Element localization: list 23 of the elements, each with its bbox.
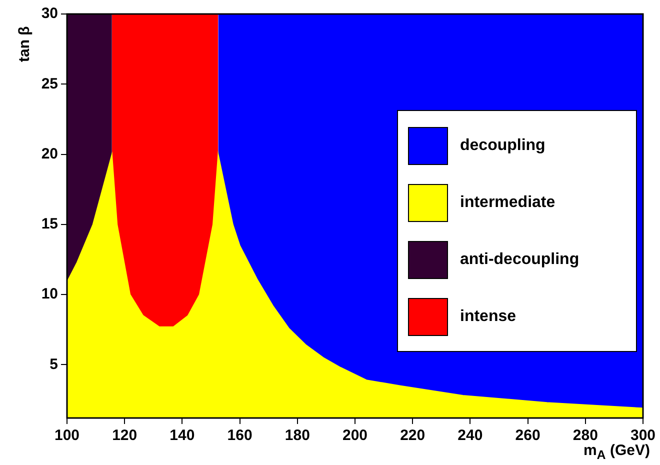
series-label: decoupling: [460, 136, 546, 154]
x-tick-label: 220: [400, 427, 426, 444]
legend-label: anti-decoupling: [460, 250, 580, 268]
y-tick-label: 25: [41, 75, 58, 92]
y-tick-label: 5: [50, 356, 58, 373]
x-tick-label: 180: [284, 427, 310, 444]
x-tick-label: 240: [458, 427, 483, 444]
x-tick-label: 100: [54, 427, 80, 444]
x-axis-title: m$_{A}$ (GeV): [583, 442, 650, 462]
legend-label: intermediate: [460, 194, 556, 212]
y-tick-label: 20: [41, 145, 58, 162]
x-tick-label: 300: [630, 427, 656, 444]
x-tick-label: 200: [342, 427, 368, 444]
legend-label: intense: [460, 308, 516, 326]
y-axis-title: tan β: [16, 26, 33, 62]
y-tick-label: 10: [41, 286, 58, 303]
x-tick-label: 140: [170, 427, 195, 444]
x-tick-label: 260: [515, 427, 540, 444]
x-tick-label: 120: [112, 427, 138, 444]
y-tick-label: 30: [41, 5, 58, 22]
x-tick-label: 160: [227, 427, 252, 444]
x-tick-label: 280: [572, 427, 598, 444]
y-tick-label: 15: [41, 216, 58, 233]
